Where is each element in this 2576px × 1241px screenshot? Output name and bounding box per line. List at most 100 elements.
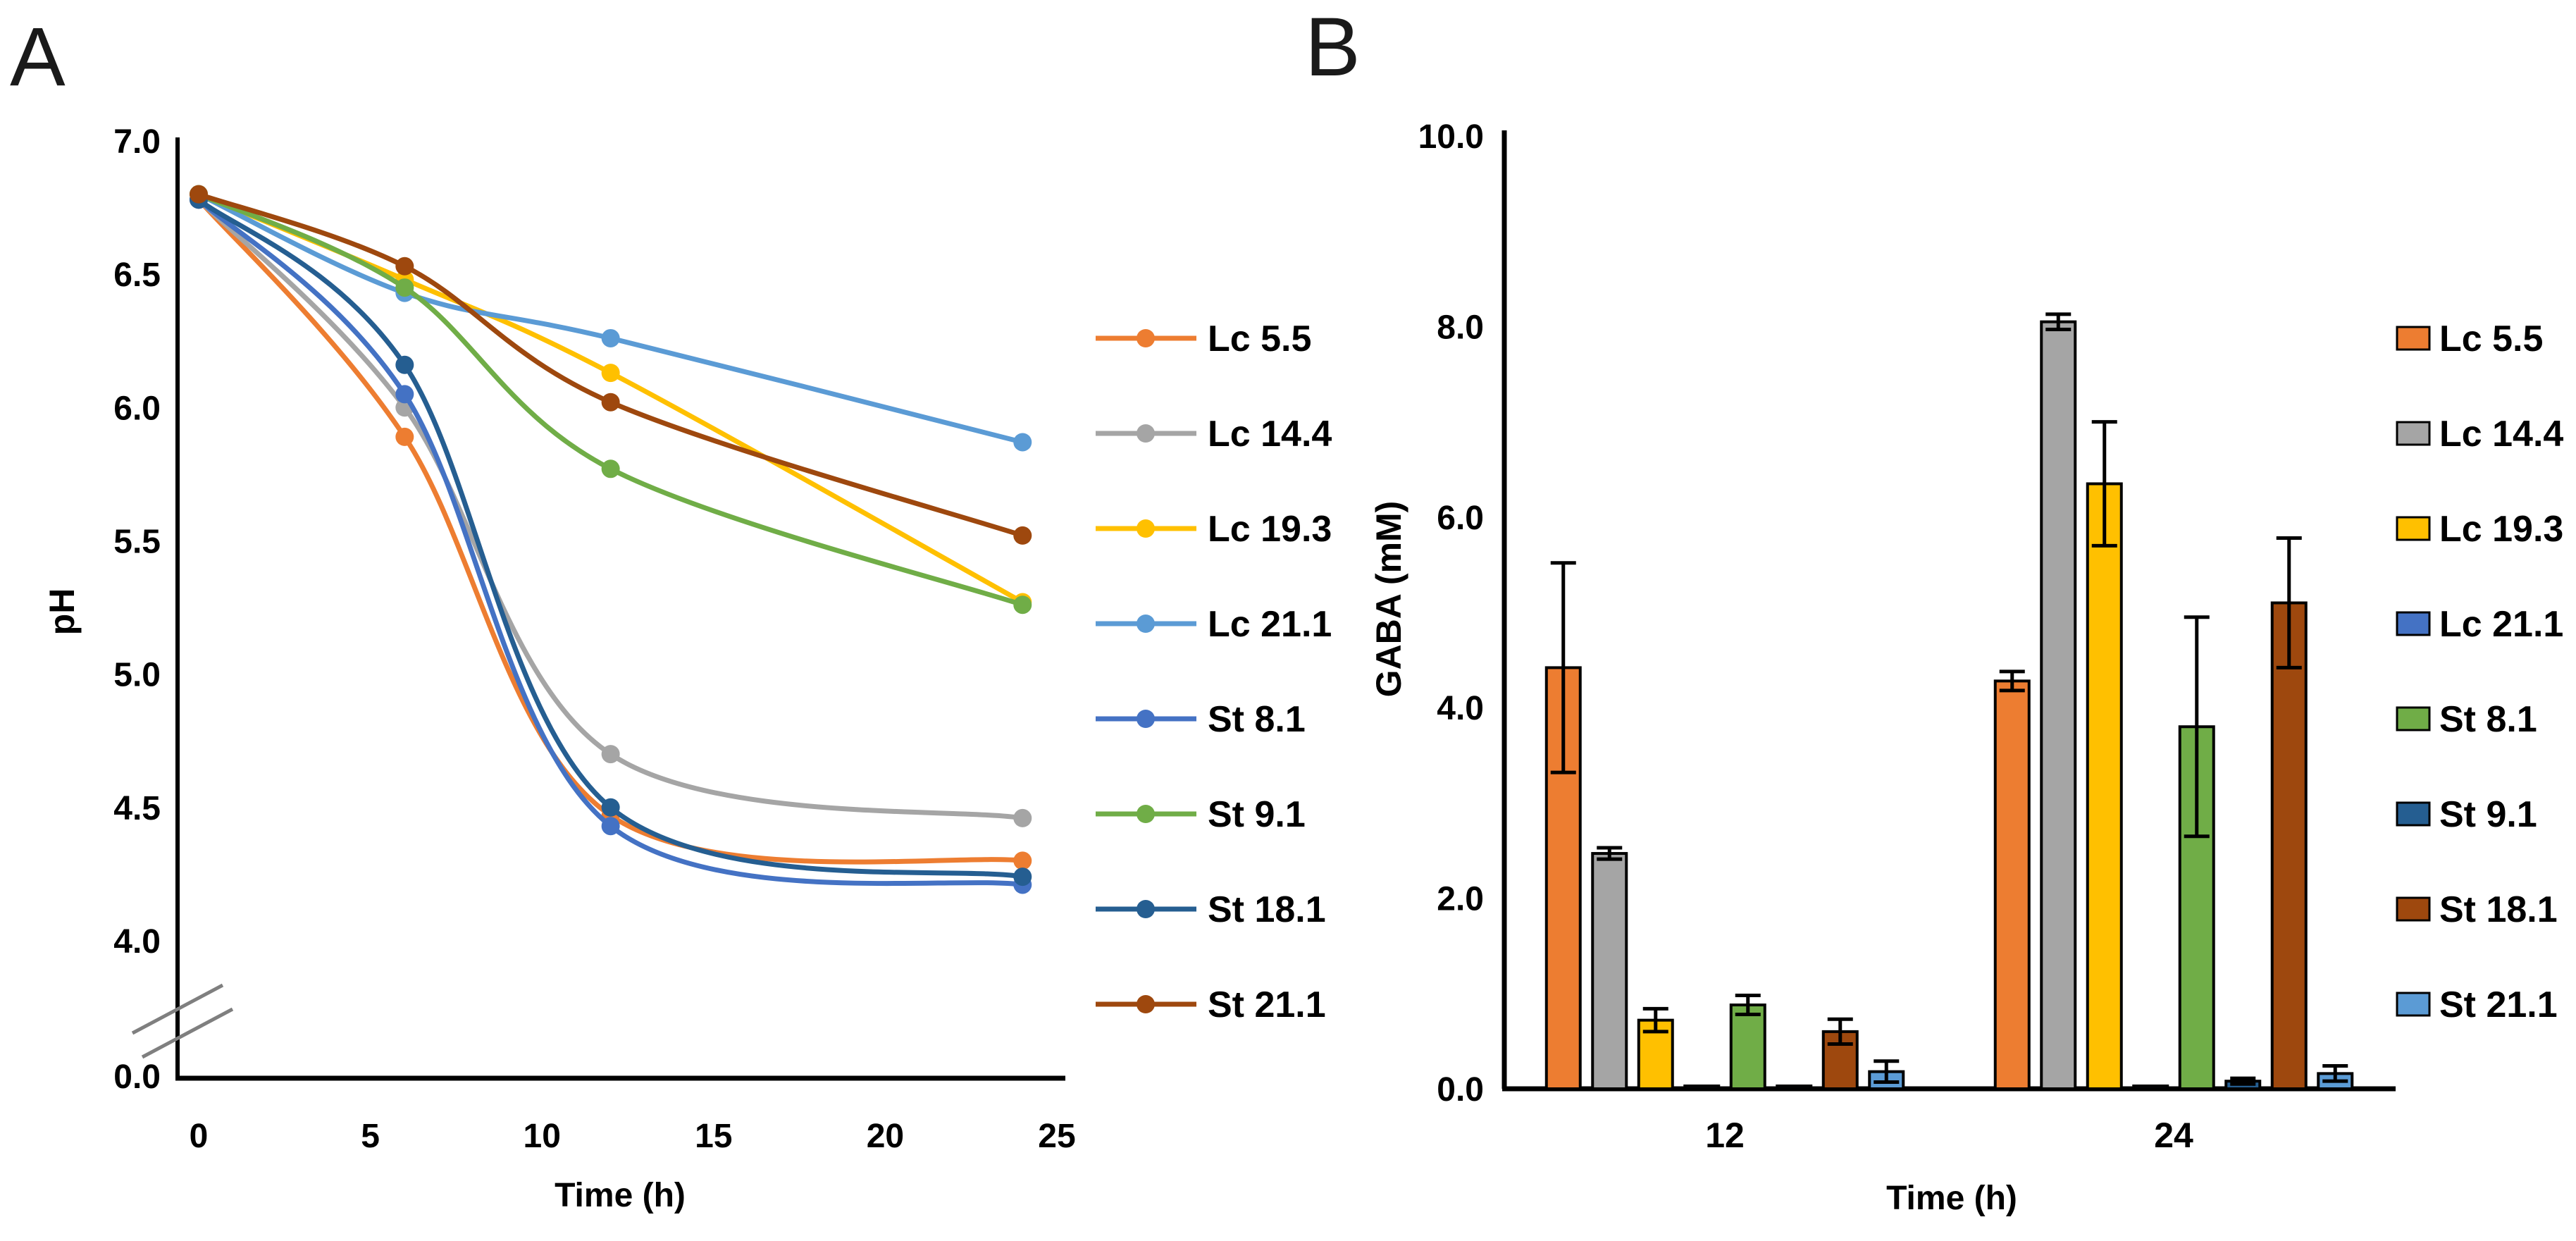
panel-b-legend-item-St-8-1: St 8.1 <box>2396 699 2537 740</box>
bar-Lc-21-1-24h <box>2132 1084 2169 1090</box>
svg-text:4.5: 4.5 <box>113 790 161 827</box>
panel-a-legend-item-Lc-19-3: Lc 19.3 <box>1096 509 1332 550</box>
panel-b-x-axis-title: Time (h) <box>1886 1180 2017 1217</box>
panel-a-y-axis-title: pH <box>42 588 82 636</box>
svg-text:St 8.1: St 8.1 <box>1208 699 1306 740</box>
bar-St-9-1-12h <box>1776 1084 1813 1090</box>
error-bar <box>1597 846 1623 861</box>
panel-b-legend-item-St-9-1: St 9.1 <box>2396 794 2537 835</box>
bar-St-21-1-24h <box>2317 1064 2354 1091</box>
line-series-St-18-1 <box>190 190 1032 887</box>
panel-b-legend-item-Lc-14-4: Lc 14.4 <box>2396 414 2563 455</box>
error-bar <box>1874 1059 1900 1085</box>
svg-text:7.0: 7.0 <box>113 123 161 161</box>
error-bar <box>2276 536 2302 669</box>
bar-Lc-19-3-12h <box>1637 1006 1674 1091</box>
panel-b-label: B <box>1305 1 1361 94</box>
bar-St-8-1-12h <box>1729 994 1766 1091</box>
panel-b-category-labels: 12 24 <box>1705 1116 2193 1155</box>
panel-a-line-chart: 7.0 6.5 6.0 5.5 5.0 4.5 4.0 0.0 0 5 10 15 20 25 pH Time… <box>42 123 1332 1214</box>
panel-b-legend-item-St-21-1: St 21.1 <box>2396 984 2558 1025</box>
svg-text:St 18.1: St 18.1 <box>2439 889 2558 930</box>
svg-text:0.0: 0.0 <box>1437 1071 1484 1109</box>
line-series-St-21-1 <box>190 185 1032 545</box>
svg-text:St 8.1: St 8.1 <box>2439 699 2537 740</box>
panel-a-legend-item-Lc-5-5: Lc 5.5 <box>1096 319 1311 359</box>
svg-text:Lc 19.3: Lc 19.3 <box>2439 509 2563 550</box>
panel-a-legend-item-Lc-21-1: Lc 21.1 <box>1096 604 1332 645</box>
svg-text:0: 0 <box>190 1118 209 1155</box>
panel-b-legend-item-Lc-19-3: Lc 19.3 <box>2396 509 2563 550</box>
svg-text:St 9.1: St 9.1 <box>1208 794 1306 835</box>
panel-a-axes <box>175 137 1065 1081</box>
bar-Lc-5-5-24h <box>1993 669 2031 1090</box>
svg-text:Lc 5.5: Lc 5.5 <box>2439 319 2543 359</box>
panel-a-label: A <box>10 11 66 104</box>
panel-b-y-tick-labels: 0.0 2.0 4.0 6.0 8.0 10.0 <box>1418 118 1484 1109</box>
error-bar <box>1642 1006 1668 1034</box>
panel-a-legend-item-St-18-1: St 18.1 <box>1096 889 1326 930</box>
svg-text:Lc 5.5: Lc 5.5 <box>1208 319 1311 359</box>
svg-text:25: 25 <box>1038 1118 1075 1155</box>
panel-b-legend-item-Lc-21-1: Lc 21.1 <box>2396 604 2563 645</box>
svg-text:Lc 14.4: Lc 14.4 <box>2439 414 2563 455</box>
svg-text:Lc 14.4: Lc 14.4 <box>1208 414 1332 455</box>
bar-St-21-1-12h <box>1868 1059 1905 1090</box>
svg-text:12: 12 <box>1705 1116 1745 1155</box>
svg-text:8.0: 8.0 <box>1437 309 1484 346</box>
panel-b-legend-item-St-18-1: St 18.1 <box>2396 889 2558 930</box>
svg-text:5.0: 5.0 <box>113 657 161 694</box>
bar-Lc-14-4-24h <box>2040 312 2077 1090</box>
svg-text:5: 5 <box>361 1118 380 1155</box>
error-bar <box>1550 561 1576 774</box>
svg-text:2.0: 2.0 <box>1437 881 1484 918</box>
svg-text:St 21.1: St 21.1 <box>2439 984 2558 1025</box>
svg-text:4.0: 4.0 <box>1437 690 1484 727</box>
bar-St-8-1-24h <box>2178 615 2215 1090</box>
panel-a-legend-item-Lc-14-4: Lc 14.4 <box>1096 414 1332 455</box>
line-series-Lc-14-4 <box>190 190 1032 827</box>
bar-Lc-14-4-12h <box>1591 846 1628 1091</box>
panel-a-legend-item-St-8-1: St 8.1 <box>1096 699 1306 740</box>
bar-Lc-5-5-12h <box>1544 561 1582 1090</box>
panel-a-legend-item-St-9-1: St 9.1 <box>1096 794 1306 835</box>
svg-text:15: 15 <box>695 1118 732 1155</box>
panel-b-axes <box>1501 130 2396 1092</box>
svg-text:5.5: 5.5 <box>113 523 161 560</box>
panel-a-legend: Lc 5.5 Lc 14.4 Lc 19.3 Lc 21.1 St 8.1 St 9.1 S… <box>1096 319 1332 1025</box>
svg-text:20: 20 <box>867 1118 904 1155</box>
error-bar <box>1827 1017 1853 1046</box>
panel-a-y-tick-labels: 7.0 6.5 6.0 5.5 5.0 4.5 4.0 0.0 <box>113 123 161 1096</box>
error-bar <box>2091 420 2117 548</box>
svg-text:6.5: 6.5 <box>113 257 161 294</box>
panel-b-bars <box>1544 312 2354 1091</box>
svg-text:St 21.1: St 21.1 <box>1208 984 1326 1025</box>
svg-text:6.0: 6.0 <box>113 390 161 427</box>
bar-Lc-19-3-24h <box>2086 420 2123 1090</box>
panel-a-series <box>190 185 1032 894</box>
bar-St-18-1-12h <box>1821 1017 1859 1091</box>
panel-b-bar-chart: 0.0 2.0 4.0 6.0 8.0 10.0 GABA (mM) Time (h) 12 24… <box>1369 118 2563 1217</box>
error-bar <box>1735 994 1761 1017</box>
error-bar <box>1999 669 2025 693</box>
panel-b-legend-item-Lc-5-5: Lc 5.5 <box>2396 319 2543 359</box>
svg-text:St 9.1: St 9.1 <box>2439 794 2537 835</box>
svg-text:4.0: 4.0 <box>113 923 161 961</box>
bar-St-18-1-24h <box>2270 536 2308 1090</box>
svg-text:10: 10 <box>524 1118 561 1155</box>
bar-St-9-1-24h <box>2224 1076 2262 1090</box>
svg-text:10.0: 10.0 <box>1418 118 1484 156</box>
error-bar <box>2045 312 2072 331</box>
svg-text:24: 24 <box>2154 1116 2193 1155</box>
panel-a-x-axis-title: Time (h) <box>555 1177 686 1214</box>
svg-text:Lc 21.1: Lc 21.1 <box>1208 604 1332 645</box>
line-series-Lc-21-1 <box>190 185 1032 452</box>
svg-text:Lc 19.3: Lc 19.3 <box>1208 509 1332 550</box>
svg-text:0.0: 0.0 <box>113 1058 161 1096</box>
panel-b-y-axis-title: GABA (mM) <box>1369 501 1408 698</box>
bar-Lc-21-1-12h <box>1683 1084 1721 1090</box>
error-bar <box>2322 1064 2348 1083</box>
svg-text:Lc 21.1: Lc 21.1 <box>2439 604 2563 645</box>
panel-b-legend: Lc 5.5 Lc 14.4 Lc 19.3 Lc 21.1 St 8.1 St 9.1 S… <box>2396 319 2563 1025</box>
